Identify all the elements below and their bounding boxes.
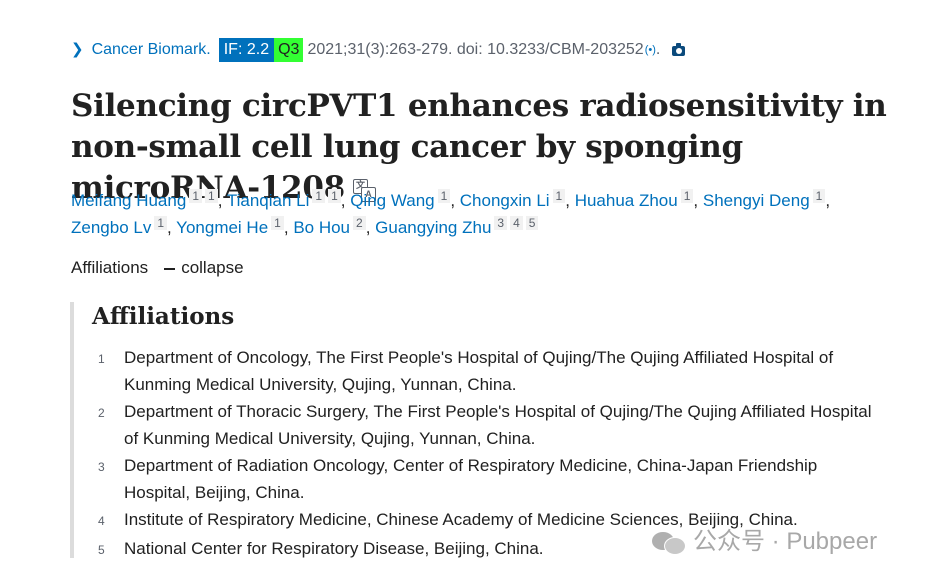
impact-factor-badge: IF: 2.2 [218,38,275,62]
author-separator: , [565,191,575,210]
affiliations-toggle[interactable]: Affiliations collapse [71,256,244,280]
author-item: Yongmei He 1 [176,216,284,237]
wechat-icon [652,530,686,555]
author-name-link[interactable]: Bo Hou [293,218,351,237]
journal-link[interactable]: Cancer Biomark. [91,41,211,58]
affiliation-ref[interactable]: 1 [154,216,168,230]
author-separator: , [825,191,831,210]
affiliation-item: 1 Department of Oncology, The First Peopl… [98,344,888,398]
affiliation-ref[interactable]: 1 [552,189,566,203]
affiliation-ref[interactable]: 3 [494,216,508,230]
affiliation-number: 3 [98,460,105,474]
affiliation-text: Department of Radiation Oncology, Center… [124,456,818,502]
affiliation-item: 3 Department of Radiation Oncology, Cente… [98,452,888,506]
author-separator: , [450,191,460,210]
affiliation-ref[interactable]: 1 [328,189,341,203]
author-item: Meifang Huang 1 1 [71,189,218,210]
author-item: Bo Hou 2 [293,216,366,237]
affiliation-number: 2 [98,406,105,420]
author-separator: , [365,218,376,237]
author-item: Zengbo Lv 1 [71,216,168,237]
affiliation-text: Department of Oncology, The First People… [124,348,834,394]
author-name-link[interactable]: Huahua Zhou [574,191,678,210]
author-name-link[interactable]: Meifang Huang [71,191,187,210]
watermark-text: 公众号 · Pubpeer [693,528,878,555]
affiliation-ref[interactable]: 1 [680,189,694,203]
quartile-badge: Q3 [274,38,304,62]
author-name-link[interactable]: Zengbo Lv [71,218,152,237]
author-name-link[interactable]: Qing Wang [350,191,435,210]
affiliation-ref[interactable]: 1 [312,189,326,203]
affiliations-list: 1 Department of Oncology, The First Peopl… [98,344,888,564]
article-title: Silencing circPVT1 enhances radiosensiti… [71,86,891,209]
affiliation-item: 4 Institute of Respiratory Medicine, Chin… [98,506,888,535]
author-separator: , [283,218,294,237]
author-item: Chongxin Li 1 [459,189,566,210]
affiliations-toggle-label: Affiliations [71,258,149,277]
affiliation-ref[interactable]: 4 [510,216,523,230]
author-name-link[interactable]: Shengyi Deng [702,191,810,210]
author-name-link[interactable]: Yongmei He [176,218,269,237]
citation-line: ❯ Cancer Biomark. IF: 2.2 Q3 2021;31(3):… [71,38,686,62]
author-item: Huahua Zhou 1 [574,189,694,210]
affiliation-ref[interactable]: 1 [189,189,202,203]
affiliation-item: 5 National Center for Respiratory Disease… [98,535,888,564]
affiliation-text: Institute of Respiratory Medicine, Chine… [124,510,798,529]
citation-period: . [655,41,661,58]
author-name-link[interactable]: Guangying Zhu [375,218,492,237]
affiliations-panel: Affiliations 1 Department of Oncology, Th… [70,302,904,558]
affiliation-number: 1 [98,352,105,366]
chevron-right-icon[interactable]: ❯ [71,41,84,58]
author-separator: , [217,191,227,210]
affiliation-ref[interactable]: 2 [353,216,366,230]
author-item: Tianqian Li 1 1 [226,189,341,210]
affiliation-number: 4 [98,514,105,528]
author-item: Guangying Zhu 3 4 5 [375,216,539,237]
affiliation-ref[interactable]: 5 [525,216,539,230]
article-title-text: Silencing circPVT1 enhances radiosensiti… [71,88,887,206]
author-name-link[interactable]: Chongxin Li [459,191,550,210]
affiliation-text: Department of Thoracic Surgery, The Firs… [124,402,872,448]
affiliations-heading: Affiliations [92,303,235,330]
author-separator: , [340,191,351,210]
author-separator: , [167,218,177,237]
author-separator: , [693,191,703,210]
author-item: Qing Wang 1 [350,189,451,210]
affiliation-number: 5 [98,543,105,557]
minus-icon [164,267,176,270]
author-list: Meifang Huang 1 1, Tianqian Li 1 1, Qing Wan… [71,187,891,241]
camera-icon[interactable] [672,43,686,56]
author-item: Shengyi Deng 1 [702,189,826,210]
citation-details: 2021;31(3):263-279. doi: 10.3233/CBM-203… [307,41,644,58]
collapse-link[interactable]: collapse [181,258,244,277]
affiliation-ref[interactable]: 1 [437,189,451,203]
signal-icon[interactable]: (•) [644,44,656,56]
affiliation-item: 2 Department of Thoracic Surgery, The Fir… [98,398,888,452]
author-name-link[interactable]: Tianqian Li [226,191,310,210]
affiliation-ref[interactable]: 1 [271,216,284,230]
affiliation-ref[interactable]: 1 [812,189,826,203]
affiliation-ref[interactable]: 1 [205,189,218,203]
watermark: 公众号 · Pubpeer [652,527,877,557]
affiliation-text: National Center for Respiratory Disease,… [124,539,544,558]
